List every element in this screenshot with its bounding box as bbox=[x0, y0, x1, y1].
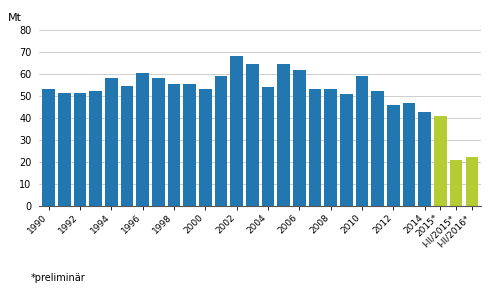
Bar bbox=[340, 94, 353, 206]
Bar bbox=[262, 87, 274, 206]
Bar bbox=[246, 64, 259, 206]
Bar bbox=[152, 78, 164, 206]
Bar bbox=[325, 88, 337, 206]
Bar bbox=[372, 91, 384, 206]
Bar bbox=[42, 88, 55, 206]
Bar bbox=[105, 78, 118, 206]
Bar bbox=[215, 76, 227, 206]
Text: Mt: Mt bbox=[8, 13, 23, 23]
Bar bbox=[356, 76, 368, 206]
Bar bbox=[309, 88, 321, 206]
Bar bbox=[199, 88, 212, 206]
Bar bbox=[465, 157, 478, 206]
Bar bbox=[89, 91, 102, 206]
Text: *preliminär: *preliminär bbox=[30, 273, 85, 283]
Bar bbox=[58, 93, 71, 206]
Bar bbox=[403, 103, 415, 206]
Bar bbox=[434, 116, 447, 206]
Bar bbox=[121, 86, 133, 206]
Bar bbox=[450, 160, 463, 206]
Bar bbox=[184, 84, 196, 206]
Bar bbox=[277, 64, 290, 206]
Bar bbox=[168, 84, 180, 206]
Bar bbox=[293, 70, 306, 206]
Bar bbox=[418, 112, 431, 206]
Bar bbox=[230, 55, 243, 206]
Bar bbox=[387, 105, 400, 206]
Bar bbox=[74, 93, 86, 206]
Bar bbox=[136, 73, 149, 206]
